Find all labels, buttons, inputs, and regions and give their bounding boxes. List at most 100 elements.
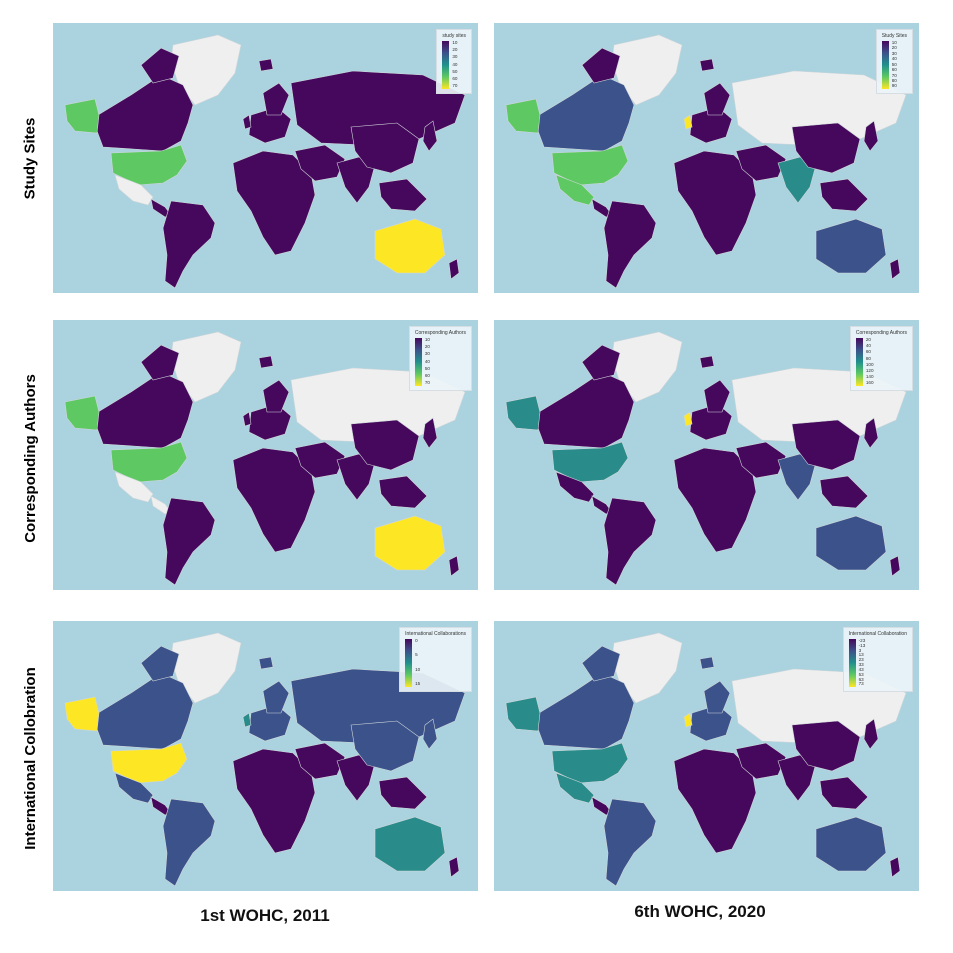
- region-scandinavia[interactable]: [703, 82, 731, 116]
- region-japan[interactable]: [422, 417, 438, 449]
- region-australia[interactable]: [815, 515, 887, 571]
- region-alaska[interactable]: [64, 98, 100, 134]
- region-usa[interactable]: [551, 144, 629, 186]
- region-iceland[interactable]: [258, 355, 274, 369]
- region-iceland[interactable]: [699, 355, 715, 369]
- region-nz[interactable]: [889, 258, 901, 280]
- region-middleeast[interactable]: [735, 144, 787, 182]
- region-uk[interactable]: [683, 411, 693, 427]
- region-alaska[interactable]: [505, 395, 541, 431]
- region-nz[interactable]: [448, 555, 460, 577]
- region-africa[interactable]: [673, 447, 757, 553]
- region-mexico[interactable]: [114, 772, 154, 804]
- region-seasia[interactable]: [819, 178, 869, 212]
- region-iceland[interactable]: [699, 656, 715, 670]
- region-scandinavia[interactable]: [703, 680, 731, 714]
- region-southam[interactable]: [603, 200, 657, 289]
- region-middleeast[interactable]: [735, 742, 787, 780]
- region-middleeast[interactable]: [294, 441, 346, 479]
- region-nz[interactable]: [889, 555, 901, 577]
- region-russia[interactable]: [290, 70, 466, 146]
- region-iceland[interactable]: [258, 656, 274, 670]
- region-arctic[interactable]: [581, 645, 621, 682]
- region-arctic[interactable]: [140, 645, 180, 682]
- region-alaska[interactable]: [64, 395, 100, 431]
- map-panel[interactable]: Study Sites 10 20 30 40 50 60 70 80 90: [494, 23, 919, 293]
- region-uk[interactable]: [242, 411, 252, 427]
- region-usa[interactable]: [551, 441, 629, 483]
- map-panel[interactable]: Corresponding Authors 20 40 60 80 100 120 140 16…: [494, 320, 919, 590]
- region-southam[interactable]: [162, 497, 216, 586]
- region-africa[interactable]: [673, 150, 757, 256]
- region-mexico[interactable]: [114, 471, 154, 503]
- region-uk[interactable]: [683, 712, 693, 728]
- region-seasia[interactable]: [378, 776, 428, 810]
- world-map[interactable]: [494, 320, 919, 590]
- region-mexico[interactable]: [114, 174, 154, 206]
- region-uk[interactable]: [242, 114, 252, 130]
- region-middleeast[interactable]: [735, 441, 787, 479]
- region-africa[interactable]: [232, 748, 316, 854]
- region-india[interactable]: [336, 754, 376, 802]
- region-usa[interactable]: [110, 742, 188, 784]
- region-alaska[interactable]: [505, 696, 541, 732]
- world-map[interactable]: [53, 23, 478, 293]
- region-iceland[interactable]: [699, 58, 715, 72]
- region-southam[interactable]: [162, 200, 216, 289]
- region-nz[interactable]: [448, 258, 460, 280]
- region-nz[interactable]: [889, 856, 901, 878]
- region-africa[interactable]: [232, 447, 316, 553]
- region-uk[interactable]: [683, 114, 693, 130]
- region-usa[interactable]: [110, 441, 188, 483]
- region-arctic[interactable]: [581, 344, 621, 381]
- region-seasia[interactable]: [378, 475, 428, 509]
- map-panel[interactable]: Corresponding Authors 10 20 30 40 50 60 70: [53, 320, 478, 590]
- region-scandinavia[interactable]: [262, 680, 290, 714]
- region-middleeast[interactable]: [294, 742, 346, 780]
- region-usa[interactable]: [110, 144, 188, 186]
- region-arctic[interactable]: [581, 47, 621, 84]
- region-india[interactable]: [777, 453, 817, 501]
- region-australia[interactable]: [374, 816, 446, 872]
- region-china[interactable]: [350, 720, 420, 772]
- region-alaska[interactable]: [64, 696, 100, 732]
- region-japan[interactable]: [422, 120, 438, 152]
- region-uk[interactable]: [242, 712, 252, 728]
- region-mexico[interactable]: [555, 174, 595, 206]
- region-mexico[interactable]: [555, 471, 595, 503]
- region-usa[interactable]: [551, 742, 629, 784]
- region-scandinavia[interactable]: [262, 379, 290, 413]
- region-china[interactable]: [791, 122, 861, 174]
- region-mexico[interactable]: [555, 772, 595, 804]
- region-china[interactable]: [350, 122, 420, 174]
- region-southam[interactable]: [162, 798, 216, 887]
- region-iceland[interactable]: [258, 58, 274, 72]
- region-australia[interactable]: [374, 515, 446, 571]
- map-panel[interactable]: International Collaborations 0 5 10 15: [53, 621, 478, 891]
- region-india[interactable]: [777, 754, 817, 802]
- region-australia[interactable]: [815, 218, 887, 274]
- region-africa[interactable]: [232, 150, 316, 256]
- region-russia[interactable]: [731, 70, 907, 146]
- region-arctic[interactable]: [140, 47, 180, 84]
- region-india[interactable]: [336, 156, 376, 204]
- map-panel[interactable]: study sites 10 20 30 40 50 60 70: [53, 23, 478, 293]
- region-southam[interactable]: [603, 497, 657, 586]
- world-map[interactable]: [494, 23, 919, 293]
- region-japan[interactable]: [863, 417, 879, 449]
- region-arctic[interactable]: [140, 344, 180, 381]
- map-panel[interactable]: International Collaboration -23 -13 3 13 23 33…: [494, 621, 919, 891]
- region-seasia[interactable]: [378, 178, 428, 212]
- region-india[interactable]: [336, 453, 376, 501]
- region-alaska[interactable]: [505, 98, 541, 134]
- world-map[interactable]: [53, 320, 478, 590]
- region-southam[interactable]: [603, 798, 657, 887]
- region-china[interactable]: [791, 720, 861, 772]
- region-seasia[interactable]: [819, 475, 869, 509]
- region-japan[interactable]: [863, 718, 879, 750]
- region-nz[interactable]: [448, 856, 460, 878]
- region-japan[interactable]: [422, 718, 438, 750]
- region-middleeast[interactable]: [294, 144, 346, 182]
- region-scandinavia[interactable]: [703, 379, 731, 413]
- region-africa[interactable]: [673, 748, 757, 854]
